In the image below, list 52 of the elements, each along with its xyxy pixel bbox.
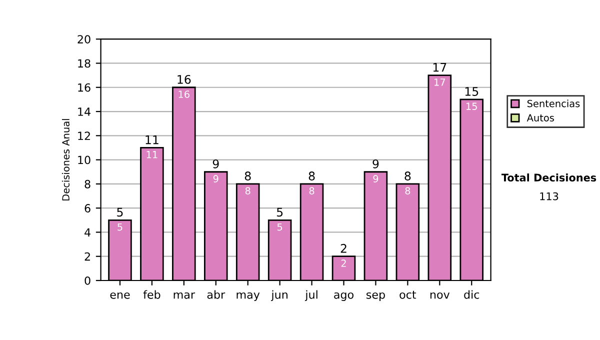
- text: 113: [540, 192, 558, 200]
- data-label: 16: [178, 90, 190, 98]
- total-label: 9: [212, 159, 219, 168]
- y-tick-label: 8: [84, 180, 90, 188]
- data-label: 11: [146, 151, 158, 158]
- y-tick-label: 0: [84, 276, 90, 285]
- legend-label: Autos: [526, 114, 554, 122]
- x-tick-label: may: [236, 292, 260, 301]
- y-tick-label: 2: [84, 252, 90, 261]
- data-label: 8: [309, 187, 314, 194]
- y-tick-label: 10: [78, 156, 90, 164]
- x-tick-label: sep: [366, 292, 385, 301]
- data-label: 17: [434, 78, 446, 86]
- y-tick-label: 14: [78, 108, 90, 116]
- x-tick-label: mar: [174, 292, 196, 299]
- total-label: 15: [465, 87, 478, 96]
- x-tick-label: ene: [110, 292, 130, 299]
- x-tick-label: abr: [207, 290, 226, 299]
- data-label: 2: [341, 260, 346, 267]
- y-tick-label: 16: [78, 83, 90, 92]
- total-label: 2: [340, 244, 346, 253]
- total-label: 17: [433, 63, 446, 72]
- y-tick-label: 12: [78, 132, 90, 140]
- x-tick-label: dic: [464, 290, 480, 299]
- data-label: 8: [405, 187, 410, 194]
- data-label: 5: [118, 223, 122, 231]
- data-label: 15: [466, 102, 477, 110]
- y-axis-title: Decisiones Anual: [62, 119, 70, 200]
- x-tick-label: feb: [143, 290, 160, 299]
- total-label: 5: [117, 208, 123, 217]
- x-tick-label: nov: [430, 292, 450, 299]
- legend-label: Sentencias: [527, 100, 580, 108]
- text: Total Decisiones: [501, 173, 596, 182]
- y-tick-label: 6: [84, 204, 90, 212]
- total-label: 9: [372, 159, 379, 168]
- x-tick-label: jun: [271, 290, 288, 301]
- y-tick-label: 20: [78, 35, 90, 44]
- total-label: 8: [244, 172, 251, 180]
- x-tick-label: oct: [400, 290, 416, 299]
- x-tick-label: jul: [304, 290, 318, 301]
- x-tick-label: ago: [334, 292, 354, 301]
- total-label: 8: [404, 172, 411, 180]
- data-label: 5: [277, 223, 282, 231]
- total-label: 5: [276, 208, 283, 217]
- data-label: 9: [373, 175, 378, 182]
- total-label: 16: [178, 74, 191, 84]
- total-label: 8: [308, 172, 315, 180]
- data-label: 8: [245, 187, 250, 194]
- y-tick-label: 18: [78, 59, 90, 68]
- data-label: 9: [213, 175, 218, 182]
- y-tick-label: 4: [84, 228, 90, 236]
- total-label: 11: [146, 135, 158, 144]
